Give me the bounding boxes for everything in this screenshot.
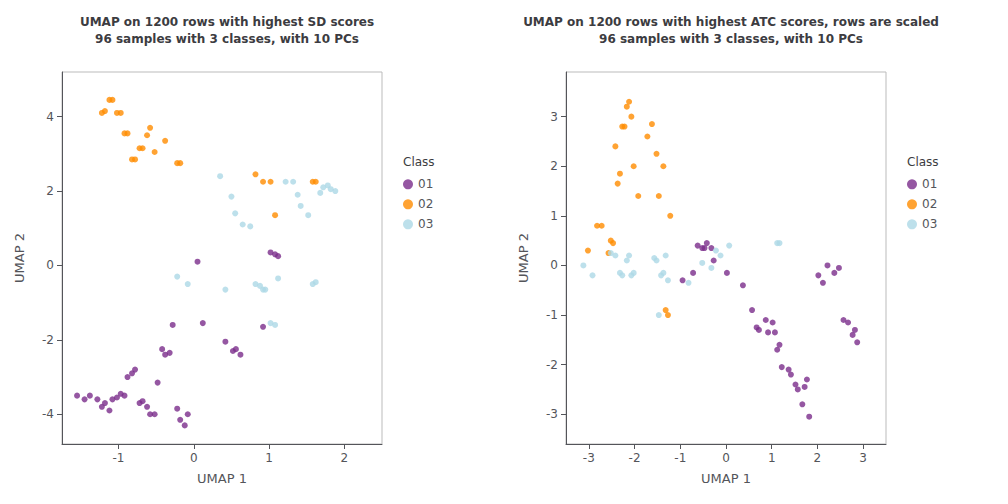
svg-text:2: 2 <box>46 184 54 198</box>
svg-text:UMAP 1: UMAP 1 <box>197 471 247 486</box>
svg-text:0: 0 <box>46 258 54 272</box>
svg-text:3: 3 <box>550 110 558 124</box>
svg-text:2: 2 <box>550 159 558 173</box>
svg-text:UMAP on 1200 rows with highest: UMAP on 1200 rows with highest ATC score… <box>523 15 939 29</box>
svg-text:UMAP 2: UMAP 2 <box>12 233 27 283</box>
svg-text:UMAP on 1200 rows with highest: UMAP on 1200 rows with highest SD scores <box>80 15 374 29</box>
svg-text:03: 03 <box>418 217 433 231</box>
svg-text:-1: -1 <box>546 308 558 322</box>
svg-text:2: 2 <box>814 451 822 465</box>
svg-text:96 samples with 3 classes, wit: 96 samples with 3 classes, with 10 PCs <box>95 32 359 46</box>
svg-text:-4: -4 <box>42 407 54 421</box>
svg-text:01: 01 <box>922 177 937 191</box>
svg-text:1: 1 <box>768 451 776 465</box>
svg-text:-1: -1 <box>674 451 686 465</box>
svg-text:2: 2 <box>341 451 349 465</box>
svg-text:Class: Class <box>403 155 435 169</box>
svg-text:03: 03 <box>922 217 937 231</box>
svg-text:-1: -1 <box>112 451 124 465</box>
svg-text:UMAP 2: UMAP 2 <box>516 233 531 283</box>
svg-text:0: 0 <box>550 258 558 272</box>
svg-text:01: 01 <box>418 177 433 191</box>
svg-text:1: 1 <box>265 451 273 465</box>
svg-text:UMAP 1: UMAP 1 <box>701 471 751 486</box>
svg-text:-2: -2 <box>629 451 641 465</box>
svg-text:-3: -3 <box>583 451 595 465</box>
svg-text:02: 02 <box>418 197 433 211</box>
svg-text:96 samples with 3 classes, wit: 96 samples with 3 classes, with 10 PCs <box>599 32 863 46</box>
svg-text:-2: -2 <box>42 333 54 347</box>
svg-text:4: 4 <box>46 110 54 124</box>
svg-text:Class: Class <box>907 155 939 169</box>
svg-text:1: 1 <box>550 209 558 223</box>
svg-text:0: 0 <box>190 451 198 465</box>
svg-text:-2: -2 <box>546 358 558 372</box>
svg-text:3: 3 <box>859 451 867 465</box>
svg-text:02: 02 <box>922 197 937 211</box>
svg-text:0: 0 <box>722 451 730 465</box>
svg-text:-3: -3 <box>546 407 558 421</box>
